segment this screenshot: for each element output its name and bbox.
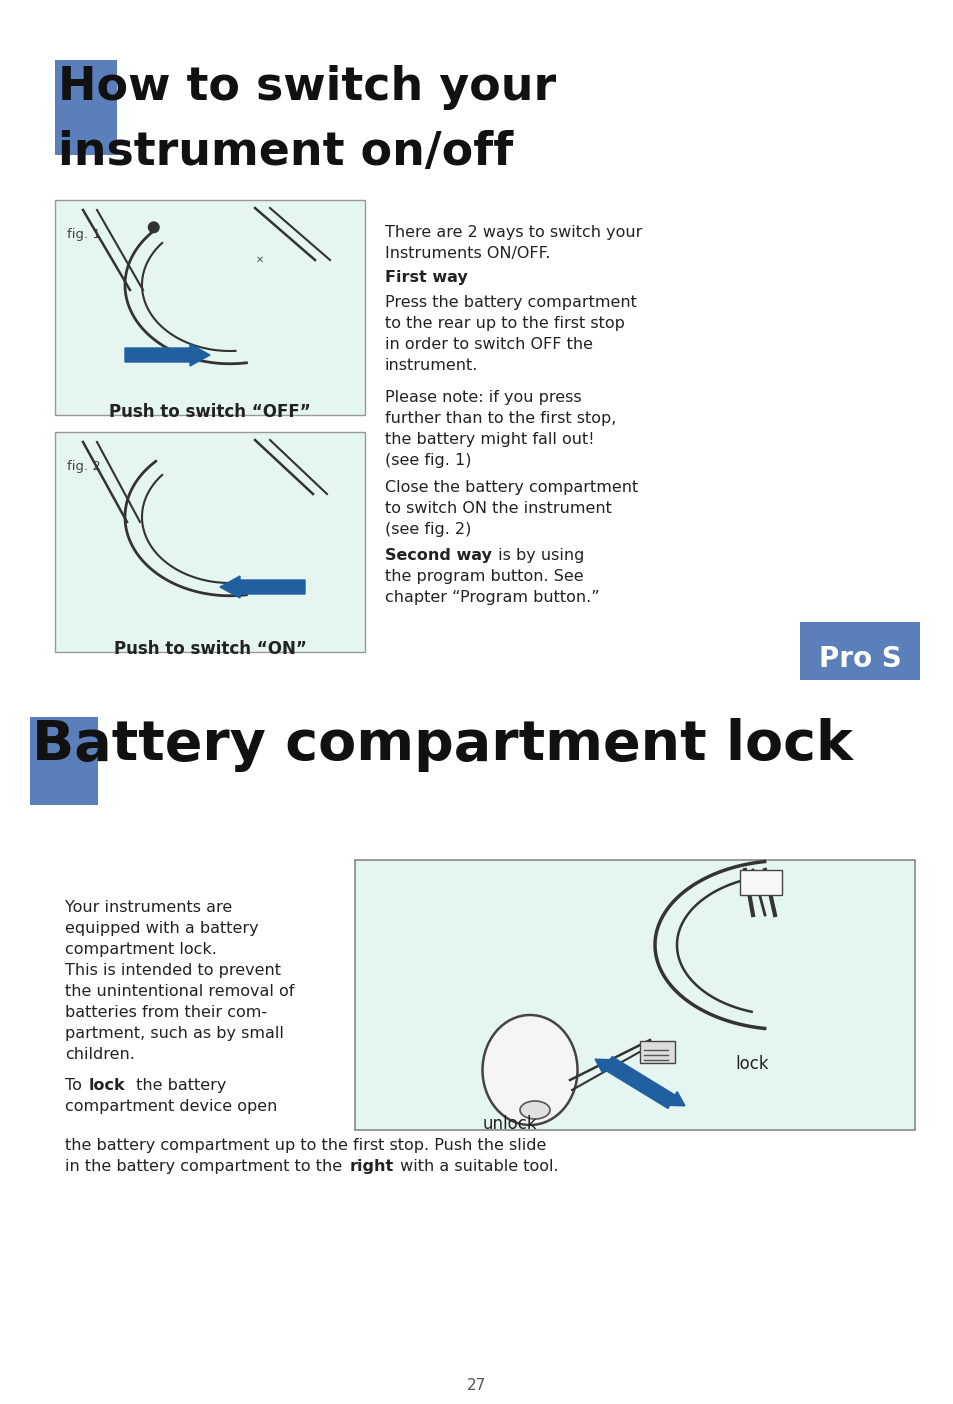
FancyBboxPatch shape xyxy=(55,199,365,416)
Text: with a suitable tool.: with a suitable tool. xyxy=(395,1158,558,1174)
Text: right: right xyxy=(350,1158,394,1174)
Text: This is intended to prevent: This is intended to prevent xyxy=(65,963,281,979)
FancyArrow shape xyxy=(125,344,210,366)
Text: the battery: the battery xyxy=(131,1078,226,1092)
Text: ✕: ✕ xyxy=(255,256,264,265)
FancyArrow shape xyxy=(595,1059,671,1108)
Text: fig. 1: fig. 1 xyxy=(67,227,101,241)
Text: equipped with a battery: equipped with a battery xyxy=(65,921,258,936)
Text: How to switch your: How to switch your xyxy=(58,65,556,110)
Text: Second way: Second way xyxy=(385,548,492,563)
Text: Close the battery compartment: Close the battery compartment xyxy=(385,480,638,496)
FancyArrow shape xyxy=(607,1057,684,1106)
Text: 27: 27 xyxy=(467,1377,486,1393)
Text: chapter “Program button.”: chapter “Program button.” xyxy=(385,590,599,605)
Text: To: To xyxy=(65,1078,87,1092)
Text: the battery compartment up to the first stop. Push the slide: the battery compartment up to the first … xyxy=(65,1139,546,1153)
Text: partment, such as by small: partment, such as by small xyxy=(65,1026,284,1040)
FancyBboxPatch shape xyxy=(55,432,365,651)
FancyBboxPatch shape xyxy=(639,1040,675,1063)
Text: is by using: is by using xyxy=(493,548,584,563)
Text: Battery compartment lock: Battery compartment lock xyxy=(32,717,852,772)
Text: to switch ON the instrument: to switch ON the instrument xyxy=(385,501,611,517)
Text: Pro S: Pro S xyxy=(818,644,901,673)
Text: Push to switch “OFF”: Push to switch “OFF” xyxy=(109,403,311,421)
Text: the program button. See: the program button. See xyxy=(385,569,583,584)
Text: in the battery compartment to the: in the battery compartment to the xyxy=(65,1158,347,1174)
Text: further than to the first stop,: further than to the first stop, xyxy=(385,411,616,425)
Text: There are 2 ways to switch your: There are 2 ways to switch your xyxy=(385,225,641,240)
Text: (see fig. 2): (see fig. 2) xyxy=(385,522,471,536)
Text: Your instruments are: Your instruments are xyxy=(65,900,232,915)
Text: lock: lock xyxy=(734,1054,768,1073)
Text: batteries from their com-: batteries from their com- xyxy=(65,1005,267,1019)
FancyBboxPatch shape xyxy=(30,717,98,804)
FancyBboxPatch shape xyxy=(800,622,919,680)
Circle shape xyxy=(148,222,159,233)
Text: compartment lock.: compartment lock. xyxy=(65,942,216,958)
FancyBboxPatch shape xyxy=(55,60,117,154)
Text: compartment device open: compartment device open xyxy=(65,1099,277,1113)
Text: Instruments ON/OFF.: Instruments ON/OFF. xyxy=(385,246,550,261)
Text: instrument on/off: instrument on/off xyxy=(58,131,513,176)
Text: to the rear up to the first stop: to the rear up to the first stop xyxy=(385,316,624,331)
Text: lock: lock xyxy=(89,1078,126,1092)
Text: Press the battery compartment: Press the battery compartment xyxy=(385,295,637,310)
Ellipse shape xyxy=(482,1015,577,1125)
Text: the unintentional removal of: the unintentional removal of xyxy=(65,984,294,1000)
Text: Push to switch “ON”: Push to switch “ON” xyxy=(113,640,306,658)
Text: the battery might fall out!: the battery might fall out! xyxy=(385,432,594,446)
Text: instrument.: instrument. xyxy=(385,358,477,373)
Text: children.: children. xyxy=(65,1047,134,1061)
FancyBboxPatch shape xyxy=(355,861,914,1130)
Text: in order to switch OFF the: in order to switch OFF the xyxy=(385,337,593,352)
Ellipse shape xyxy=(519,1101,550,1119)
Text: Please note: if you press: Please note: if you press xyxy=(385,390,581,404)
Text: First way: First way xyxy=(385,270,467,285)
Text: (see fig. 1): (see fig. 1) xyxy=(385,453,471,468)
FancyArrow shape xyxy=(220,576,305,598)
Text: unlock: unlock xyxy=(482,1115,537,1133)
Text: fig. 2: fig. 2 xyxy=(67,461,101,473)
FancyBboxPatch shape xyxy=(740,870,781,894)
